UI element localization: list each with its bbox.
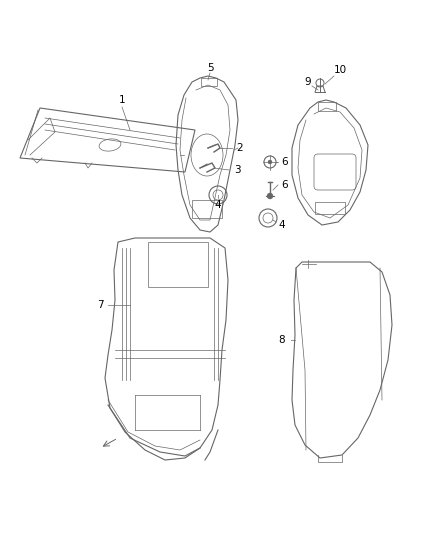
Bar: [315, 202, 345, 214]
Text: 1: 1: [119, 95, 125, 105]
Text: 10: 10: [333, 65, 346, 75]
Text: 2: 2: [237, 143, 244, 153]
Text: 7: 7: [97, 300, 103, 310]
Text: 6: 6: [282, 180, 288, 190]
Text: 5: 5: [207, 63, 213, 73]
Text: 9: 9: [305, 77, 311, 87]
Bar: [192, 200, 222, 218]
Bar: [148, 242, 208, 287]
Circle shape: [267, 193, 273, 199]
Text: 8: 8: [279, 335, 285, 345]
Text: 3: 3: [234, 165, 240, 175]
Text: 6: 6: [282, 157, 288, 167]
Bar: [201, 78, 217, 86]
Circle shape: [268, 160, 272, 164]
Text: 4: 4: [215, 200, 221, 210]
Text: 4: 4: [279, 220, 285, 230]
Bar: [318, 102, 336, 111]
